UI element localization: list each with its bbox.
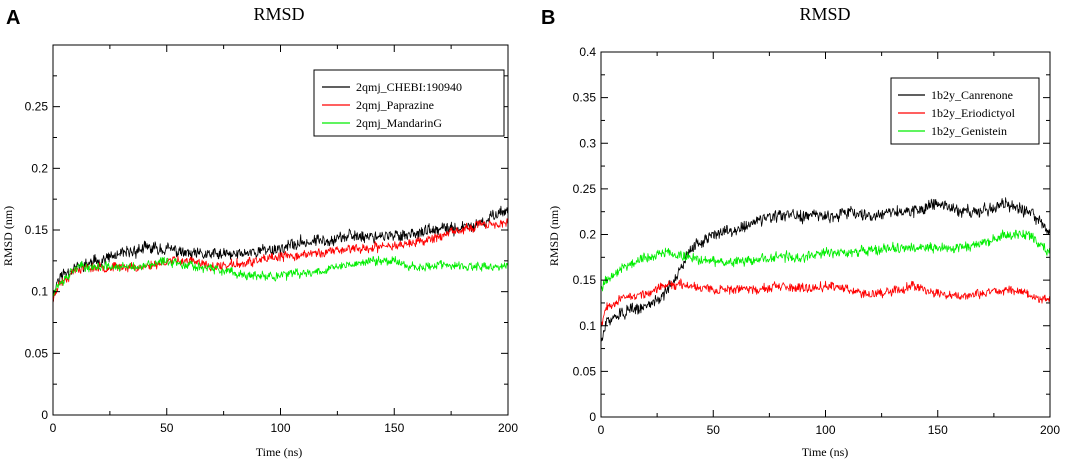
y-tick-label: 0.05 <box>25 346 49 360</box>
x-tick-label: 150 <box>384 421 404 435</box>
series-line-2 <box>52 218 509 304</box>
panel-a-axes: 0 50 100 150 200 0 0.05 0.1 0.15 0.2 0.25 <box>25 44 518 435</box>
y-tick-label: 0.4 <box>579 45 596 59</box>
panel-a-legend: 2qmj_CHEBI:190940 2qmj_Paprazine 2qmj_Ma… <box>313 69 505 137</box>
panel-b-legend: 1b2y_Canrenone 1b2y_Eriodictyol 1b2y_Gen… <box>890 77 1040 145</box>
y-tick-label: 0 <box>41 408 48 422</box>
x-tick-label: 200 <box>498 421 518 435</box>
y-tick-label: 0.2 <box>31 161 48 175</box>
panel-b-series-layer <box>600 197 1051 342</box>
panel-b-letter: B <box>541 7 555 29</box>
panel-b-ylabel: RMSD (nm) <box>547 206 561 266</box>
x-tick-label: 50 <box>707 423 721 437</box>
y-tick-label: 0.3 <box>579 136 596 150</box>
x-tick-label: 100 <box>815 423 835 437</box>
x-tick-label: 50 <box>160 421 174 435</box>
x-tick-label: 0 <box>50 421 57 435</box>
panel-a-series-layer <box>52 205 509 304</box>
panel-b-axes: 0 50 100 150 200 0 0.05 0.1 0.15 0.2 0.25 0.3 0.35 0.… <box>573 45 1061 437</box>
panel-a-legend-box <box>313 69 505 137</box>
panel-a-title: RMSD <box>253 4 304 24</box>
y-tick-label: 0.35 <box>573 91 597 105</box>
x-tick-label: 0 <box>598 423 605 437</box>
panel-b: B RMSD Time (ns) RMSD (nm) 0 50 100 150 2000… <box>541 4 1060 459</box>
panel-b-title: RMSD <box>799 4 850 24</box>
panel-a-letter: A <box>6 7 20 29</box>
series-line-3 <box>52 255 509 297</box>
legend-entry: 2qmj_Paprazine <box>356 98 434 112</box>
y-tick-label: 0.2 <box>579 228 596 242</box>
y-tick-label: 0.25 <box>573 182 597 196</box>
y-tick-label: 0.15 <box>573 273 597 287</box>
x-tick-label: 150 <box>928 423 948 437</box>
panel-a: A RMSD Time (ns) RMSD (nm) 0 50 100 150 2000… <box>1 4 518 459</box>
series-line-3 <box>600 229 1051 292</box>
x-tick-label: 100 <box>270 421 290 435</box>
y-tick-label: 0.25 <box>25 100 49 114</box>
y-tick-label: 0.15 <box>25 223 49 237</box>
legend-entry: 2qmj_MandarinG <box>356 116 442 130</box>
y-tick-label: 0 <box>589 410 596 424</box>
legend-entry: 2qmj_CHEBI:190940 <box>356 80 462 94</box>
legend-entry: 1b2y_Genistein <box>931 124 1007 138</box>
panel-b-xlabel: Time (ns) <box>802 445 849 459</box>
legend-entry: 1b2y_Canrenone <box>931 88 1013 102</box>
x-tick-label: 200 <box>1040 423 1060 437</box>
panel-a-ylabel: RMSD (nm) <box>1 206 15 266</box>
panel-a-xlabel: Time (ns) <box>256 445 303 459</box>
y-tick-label: 0.1 <box>31 285 48 299</box>
series-line-1 <box>600 197 1051 342</box>
panel-b-legend-box <box>890 77 1040 145</box>
y-tick-label: 0.1 <box>579 319 596 333</box>
legend-entry: 1b2y_Eriodictyol <box>931 106 1016 120</box>
series-line-2 <box>600 278 1051 328</box>
y-tick-label: 0.05 <box>573 364 597 378</box>
